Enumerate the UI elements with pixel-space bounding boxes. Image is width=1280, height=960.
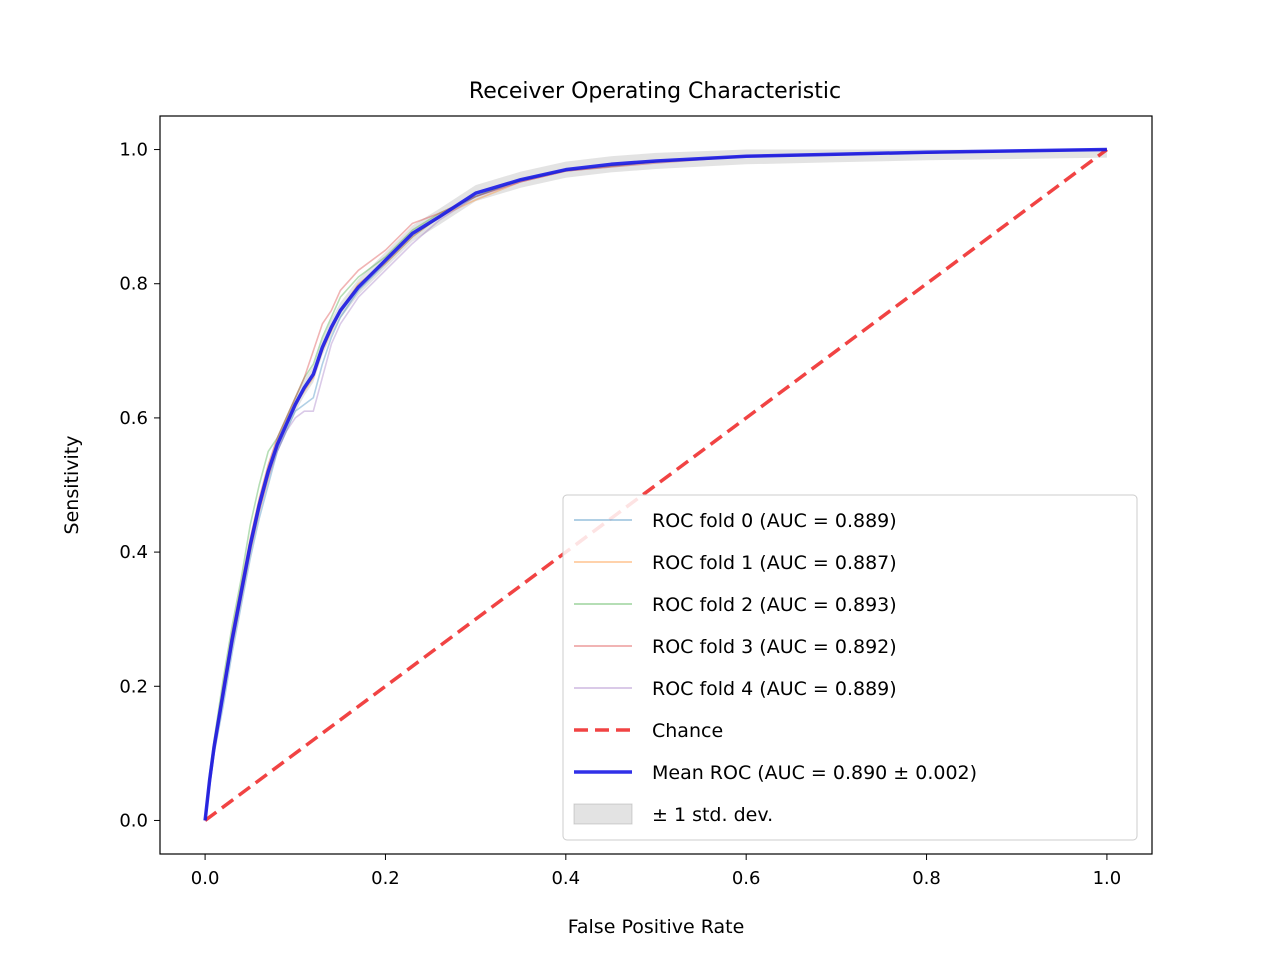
y-tick-label: 0.0 — [119, 810, 148, 831]
y-tick-label: 0.6 — [119, 408, 148, 429]
x-tick-label: 0.4 — [551, 868, 580, 889]
legend-label: ROC fold 1 (AUC = 0.887) — [652, 552, 897, 574]
x-tick-label: 1.0 — [1093, 868, 1122, 889]
legend-label: ROC fold 3 (AUC = 0.892) — [652, 636, 897, 658]
legend-label: ROC fold 2 (AUC = 0.893) — [652, 594, 897, 616]
x-axis-label: False Positive Rate — [568, 916, 745, 938]
legend-label: Mean ROC (AUC = 0.890 ± 0.002) — [652, 762, 977, 784]
x-tick-label: 0.2 — [371, 868, 400, 889]
legend: ROC fold 0 (AUC = 0.889) ROC fold 1 (AUC … — [562, 494, 1138, 841]
y-axis-label: Sensitivity — [61, 436, 83, 535]
legend-swatch — [573, 803, 633, 825]
legend-box — [562, 494, 1138, 841]
legend-label: ROC fold 4 (AUC = 0.889) — [652, 678, 897, 700]
legend-label: ROC fold 0 (AUC = 0.889) — [652, 510, 897, 532]
x-tick-label: 0.6 — [732, 868, 761, 889]
legend-label: Chance — [652, 720, 723, 742]
y-tick-label: 0.4 — [119, 542, 148, 563]
x-tick-label: 0.0 — [191, 868, 220, 889]
series-line-6 — [203, 147, 1107, 821]
plot-area-frame — [159, 115, 1153, 855]
y-tick-label: 0.8 — [119, 274, 148, 295]
x-tick-label: 0.8 — [912, 868, 941, 889]
chart-title: Receiver Operating Characteristic — [469, 79, 841, 104]
y-tick-label: 0.2 — [119, 676, 148, 697]
series-line-5 — [204, 148, 1108, 822]
y-tick-label: 1.0 — [119, 140, 148, 161]
legend-label: ± 1 std. dev. — [652, 804, 773, 826]
